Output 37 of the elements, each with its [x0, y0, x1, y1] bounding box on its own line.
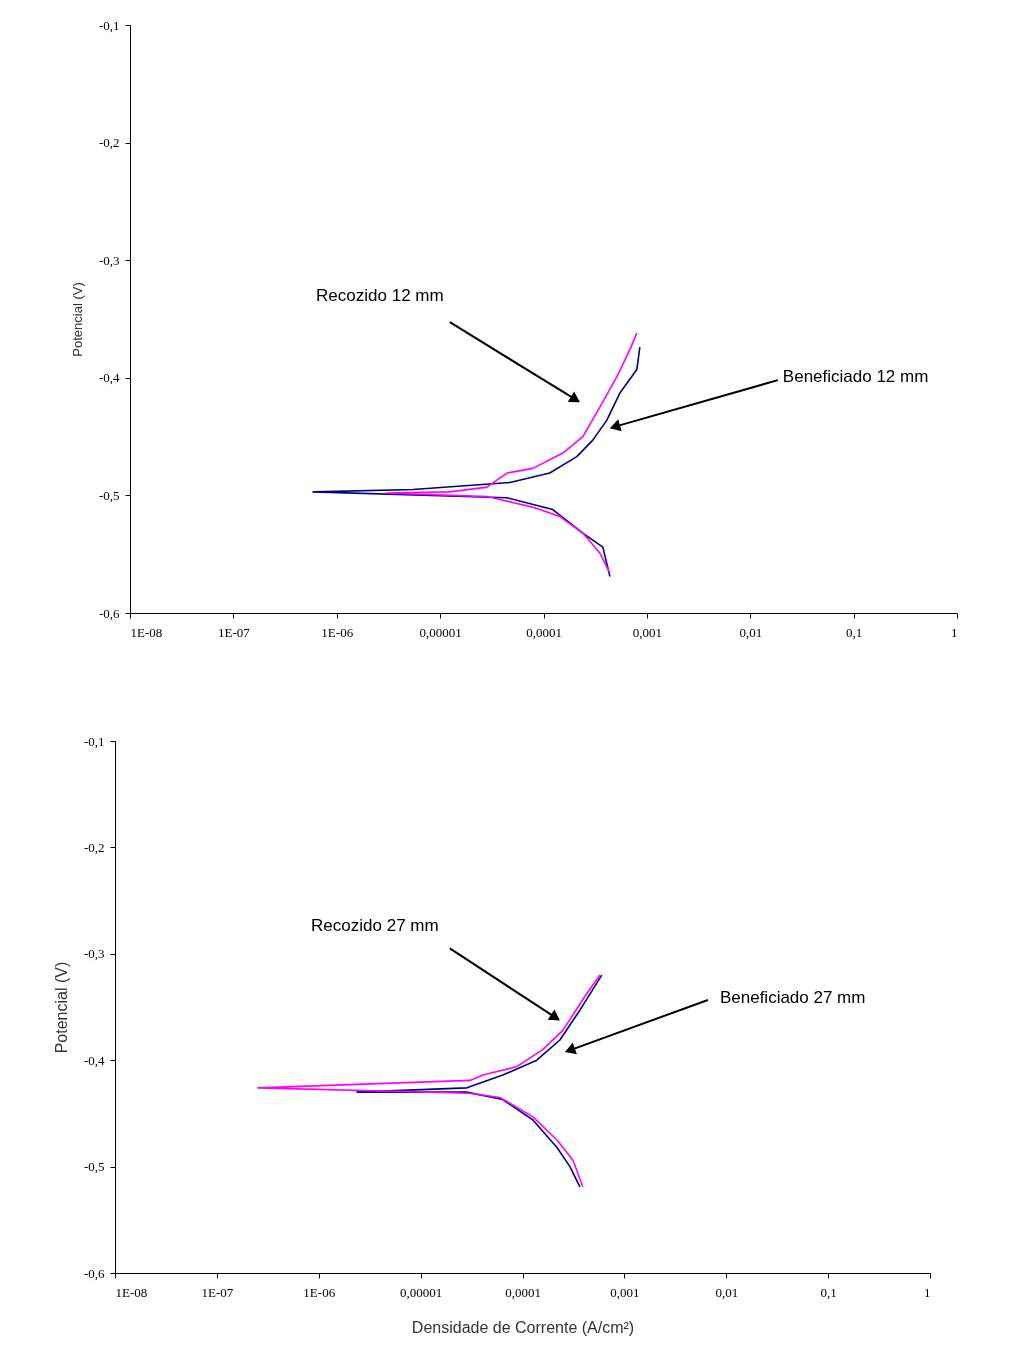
- x-tick-label: 0,0001: [526, 624, 562, 640]
- text: Beneficiado 12 mm: [782, 367, 929, 387]
- x-tick-label: 1E-08: [115, 1284, 148, 1300]
- x-tick-label: 0,1: [820, 1284, 837, 1300]
- y-tick-label: -0,3: [83, 946, 105, 962]
- y-axis-title: Potencial (V): [69, 282, 85, 357]
- y-tick-label: -0,4: [83, 1052, 105, 1068]
- x-tick-label: 1E-08: [130, 624, 163, 640]
- y-tick-label: -0,2: [98, 135, 120, 151]
- x-tick-label: 0,00001: [419, 624, 462, 640]
- text: Recozido 12 mm: [316, 286, 444, 306]
- text: Beneficiado 27 mm: [719, 987, 866, 1007]
- y-axis-title: Potencial (V): [52, 961, 70, 1054]
- x-tick-label: 1E-07: [217, 624, 251, 640]
- y-tick-label: -0,2: [83, 839, 105, 855]
- y-tick-label: -0,1: [83, 733, 105, 749]
- x-tick-label: 1: [951, 624, 958, 640]
- x-tick-label: 0,1: [846, 624, 863, 640]
- x-tick-label: 1E-06: [303, 1284, 336, 1300]
- y-tick-label: -0,6: [83, 1265, 105, 1281]
- y-tick-label: -0,3: [98, 252, 120, 268]
- y-tick-label: -0,5: [83, 1159, 105, 1175]
- y-tick-label: -0,5: [98, 487, 120, 503]
- x-tick-label: 0,00001: [400, 1284, 443, 1300]
- y-tick-label: -0,6: [98, 605, 120, 621]
- x-tick-label: 0,001: [632, 624, 662, 640]
- x-tick-label: 0,01: [739, 624, 763, 640]
- x-tick-label: 1: [924, 1284, 931, 1300]
- x-tick-label: 1E-06: [321, 624, 354, 640]
- y-tick-label: -0,1: [98, 17, 120, 33]
- y-tick-label: -0,4: [98, 370, 120, 386]
- x-tick-label: 0,001: [610, 1284, 640, 1300]
- x-axis-title: Densidade de Corrente (A/cm²): [411, 1318, 635, 1336]
- x-tick-label: 0,0001: [505, 1284, 541, 1300]
- x-tick-label: 0,01: [715, 1284, 739, 1300]
- x-tick-label: 1E-07: [201, 1284, 234, 1300]
- text: Recozido 27 mm: [311, 916, 439, 936]
